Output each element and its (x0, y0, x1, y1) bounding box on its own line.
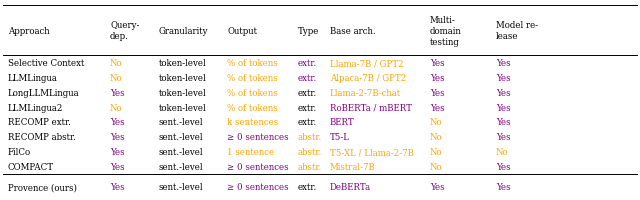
Text: Yes: Yes (110, 118, 125, 127)
Text: Alpaca-7B / GPT2: Alpaca-7B / GPT2 (330, 74, 406, 83)
Text: No: No (496, 147, 509, 156)
Text: Llama-7B / GPT2: Llama-7B / GPT2 (330, 59, 403, 68)
Text: extr.: extr. (298, 183, 317, 191)
Text: Yes: Yes (496, 74, 511, 83)
Text: Mistral-7B: Mistral-7B (330, 162, 375, 171)
Text: Yes: Yes (496, 133, 511, 142)
Text: token-level: token-level (159, 103, 207, 112)
Text: ≥ 0 sentences: ≥ 0 sentences (227, 162, 289, 171)
Text: No: No (430, 162, 443, 171)
Text: sent.-level: sent.-level (159, 118, 204, 127)
Text: abstr.: abstr. (298, 147, 322, 156)
Text: Llama-2-7B-chat: Llama-2-7B-chat (330, 88, 401, 97)
Text: DeBERTa: DeBERTa (330, 183, 371, 191)
Text: token-level: token-level (159, 59, 207, 68)
Text: COMPACT: COMPACT (8, 162, 54, 171)
Text: extr.: extr. (298, 103, 317, 112)
Text: Selective Context: Selective Context (8, 59, 84, 68)
Text: Yes: Yes (110, 147, 125, 156)
Text: RECOMP extr.: RECOMP extr. (8, 118, 70, 127)
Text: ≥ 0 sentences: ≥ 0 sentences (227, 183, 289, 191)
Text: FilCo: FilCo (8, 147, 31, 156)
Text: No: No (110, 59, 123, 68)
Text: extr.: extr. (298, 118, 317, 127)
Text: No: No (430, 118, 443, 127)
Text: Output: Output (227, 27, 257, 35)
Text: No: No (110, 74, 123, 83)
Text: % of tokens: % of tokens (227, 103, 278, 112)
Text: token-level: token-level (159, 88, 207, 97)
Text: 1 sentence: 1 sentence (227, 147, 275, 156)
Text: extr.: extr. (298, 88, 317, 97)
Text: T5-L: T5-L (330, 133, 349, 142)
Text: abstr.: abstr. (298, 162, 322, 171)
Text: Yes: Yes (110, 162, 125, 171)
Text: T5-XL / Llama-2-7B: T5-XL / Llama-2-7B (330, 147, 413, 156)
Text: % of tokens: % of tokens (227, 88, 278, 97)
Text: No: No (110, 103, 123, 112)
Text: Yes: Yes (430, 183, 445, 191)
Text: Yes: Yes (496, 59, 511, 68)
Text: Yes: Yes (110, 183, 125, 191)
Text: Approach: Approach (8, 27, 49, 35)
Text: RoBERTa / mBERT: RoBERTa / mBERT (330, 103, 412, 112)
Text: Yes: Yes (110, 88, 125, 97)
Text: Query-
dep.: Query- dep. (110, 21, 140, 41)
Text: Yes: Yes (496, 118, 511, 127)
Text: RECOMP abstr.: RECOMP abstr. (8, 133, 76, 142)
Text: No: No (430, 147, 443, 156)
Text: BERT: BERT (330, 118, 355, 127)
Text: No: No (430, 133, 443, 142)
Text: LLMLingua2: LLMLingua2 (8, 103, 63, 112)
Text: Yes: Yes (430, 88, 445, 97)
Text: Base arch.: Base arch. (330, 27, 375, 35)
Text: LLMLingua: LLMLingua (8, 74, 58, 83)
Text: Type: Type (298, 27, 319, 35)
Text: % of tokens: % of tokens (227, 59, 278, 68)
Text: Model re-
lease: Model re- lease (496, 21, 538, 41)
Text: sent.-level: sent.-level (159, 183, 204, 191)
Text: token-level: token-level (159, 74, 207, 83)
Text: Multi-
domain
testing: Multi- domain testing (430, 15, 462, 47)
Text: % of tokens: % of tokens (227, 74, 278, 83)
Text: Yes: Yes (496, 88, 511, 97)
Text: Yes: Yes (496, 183, 511, 191)
Text: Yes: Yes (430, 103, 445, 112)
Text: abstr.: abstr. (298, 133, 322, 142)
Text: Yes: Yes (430, 74, 445, 83)
Text: Yes: Yes (496, 162, 511, 171)
Text: sent.-level: sent.-level (159, 133, 204, 142)
Text: k sentences: k sentences (227, 118, 278, 127)
Text: ≥ 0 sentences: ≥ 0 sentences (227, 133, 289, 142)
Text: Yes: Yes (110, 133, 125, 142)
Text: extr.: extr. (298, 59, 317, 68)
Text: Yes: Yes (430, 59, 445, 68)
Text: extr.: extr. (298, 74, 317, 83)
Text: sent.-level: sent.-level (159, 147, 204, 156)
Text: Yes: Yes (496, 103, 511, 112)
Text: Provence (ours): Provence (ours) (8, 183, 77, 191)
Text: Granularity: Granularity (159, 27, 208, 35)
Text: sent.-level: sent.-level (159, 162, 204, 171)
Text: LongLLMLingua: LongLLMLingua (8, 88, 79, 97)
